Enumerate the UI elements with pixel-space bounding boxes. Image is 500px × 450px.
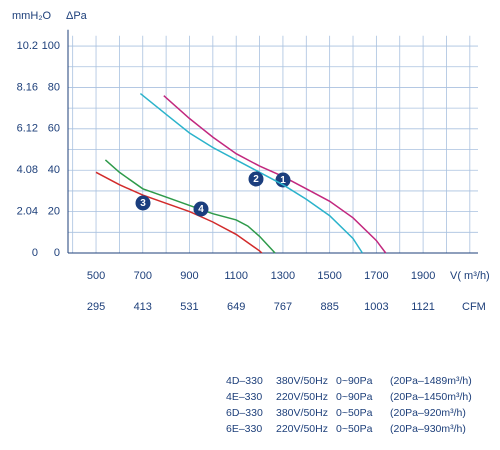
y2-tick-label: 4.08: [17, 164, 38, 176]
y2-tick-label: 6.12: [17, 123, 38, 135]
x2-tick-label: 885: [320, 301, 338, 313]
x-tick-label: 500: [87, 270, 105, 282]
legend-cell: 380V/50Hz: [276, 407, 328, 419]
curve-marker-label: 3: [140, 198, 146, 209]
curve-marker: [193, 201, 209, 217]
x-tick-label: 1300: [271, 270, 295, 282]
curve: [139, 93, 364, 254]
y-tick-label: 20: [48, 206, 60, 218]
y-tick-label: 80: [48, 81, 60, 93]
legend-cell: 4E–330: [226, 391, 262, 403]
y-tick-label: 100: [42, 40, 60, 52]
legend-cell: (20Pa–1489m³/h): [390, 375, 472, 387]
x2-tick-label: 295: [87, 301, 105, 313]
y2-axis-label: mmH₂O: [12, 10, 52, 22]
y2-tick-label: 2.04: [17, 206, 38, 218]
x2-tick-label: 1121: [411, 301, 435, 313]
legend-cell: 220V/50Hz: [276, 423, 328, 435]
y-tick-label: 0: [54, 247, 60, 259]
legend-cell: 0~50Pa: [336, 423, 373, 435]
x-axis-label: V( m³/h): [450, 270, 490, 282]
legend-cell: 380V/50Hz: [276, 375, 328, 387]
y2-tick-label: 8.16: [17, 81, 38, 93]
legend-cell: 6E–330: [226, 423, 262, 435]
x2-tick-label: 649: [227, 301, 245, 313]
legend-cell: 0~90Pa: [336, 391, 373, 403]
x-tick-label: 700: [134, 270, 152, 282]
legend-cell: 6D–330: [226, 407, 263, 419]
x2-tick-label: 413: [134, 301, 152, 313]
y-tick-label: 40: [48, 164, 60, 176]
y-axis-label: ΔPa: [66, 10, 88, 22]
curve-marker-label: 1: [280, 175, 286, 186]
y2-tick-label: 0: [32, 247, 38, 259]
curve: [104, 159, 276, 254]
x-tick-label: 1700: [364, 270, 388, 282]
y2-tick-label: 10.2: [17, 40, 38, 52]
curve-marker-label: 4: [198, 204, 204, 215]
x2-tick-label: 767: [274, 301, 292, 313]
curve-marker: [248, 171, 264, 187]
legend-cell: 4D–330: [226, 375, 263, 387]
curve: [95, 171, 263, 254]
x2-axis-label: CFM: [462, 301, 486, 313]
curve-marker: [135, 195, 151, 211]
curve-marker: [275, 172, 291, 188]
legend-cell: (20Pa–920m³/h): [390, 407, 466, 419]
y-tick-label: 60: [48, 123, 60, 135]
x-tick-label: 1500: [317, 270, 341, 282]
legend-cell: (20Pa–1450m³/h): [390, 391, 472, 403]
x-tick-label: 900: [180, 270, 198, 282]
curve-marker-label: 2: [253, 174, 259, 185]
legend-cell: (20Pa–930m³/h): [390, 423, 466, 435]
x-tick-label: 1100: [224, 270, 248, 282]
legend-cell: 0~50Pa: [336, 407, 373, 419]
x-tick-label: 1900: [411, 270, 435, 282]
x2-tick-label: 1003: [364, 301, 388, 313]
legend-cell: 220V/50Hz: [276, 391, 328, 403]
legend-cell: 0~90Pa: [336, 375, 373, 387]
x2-tick-label: 531: [180, 301, 198, 313]
curve: [163, 95, 387, 254]
